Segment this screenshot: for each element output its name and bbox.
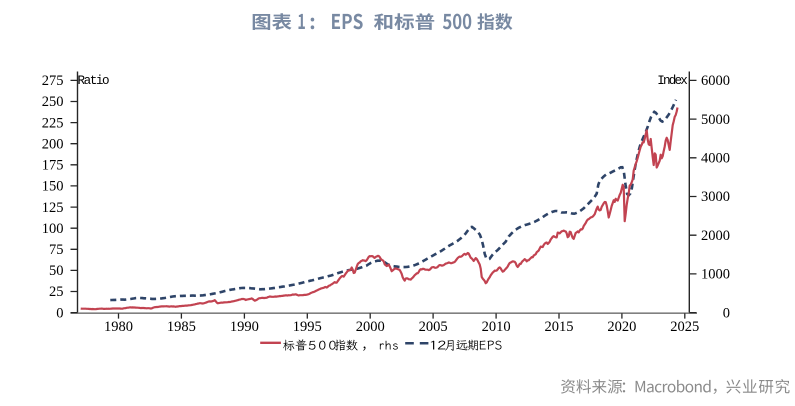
svg-text:275: 275: [42, 73, 64, 89]
svg-text:3000: 3000: [701, 189, 730, 205]
svg-text:25: 25: [49, 284, 64, 300]
svg-text:1990: 1990: [230, 319, 259, 335]
svg-text:175: 175: [42, 158, 64, 174]
svg-text:1980: 1980: [104, 319, 133, 335]
svg-text:2000: 2000: [701, 228, 730, 244]
svg-text:1985: 1985: [167, 319, 196, 335]
svg-text:50: 50: [49, 263, 64, 279]
svg-text:100: 100: [42, 221, 64, 237]
svg-text:Ratio: Ratio: [78, 74, 110, 88]
svg-text:225: 225: [42, 115, 64, 131]
svg-text:6000: 6000: [701, 73, 730, 89]
svg-text:2010: 2010: [482, 319, 511, 335]
svg-text:1000: 1000: [701, 267, 730, 283]
svg-text:150: 150: [42, 179, 64, 195]
svg-text:2025: 2025: [670, 319, 699, 335]
svg-text:Index: Index: [657, 74, 688, 88]
svg-text:75: 75: [49, 242, 64, 258]
svg-text:0: 0: [56, 305, 63, 321]
svg-text:2020: 2020: [607, 319, 636, 335]
svg-text:200: 200: [42, 136, 64, 152]
svg-text:250: 250: [42, 94, 64, 110]
svg-text:2005: 2005: [419, 319, 448, 335]
svg-text:125: 125: [42, 200, 64, 216]
svg-text:2015: 2015: [545, 319, 574, 335]
svg-text:0: 0: [723, 305, 730, 321]
svg-text:2000: 2000: [356, 319, 385, 335]
svg-text:5000: 5000: [701, 112, 730, 128]
svg-text:4000: 4000: [701, 151, 730, 167]
svg-text:1995: 1995: [293, 319, 322, 335]
